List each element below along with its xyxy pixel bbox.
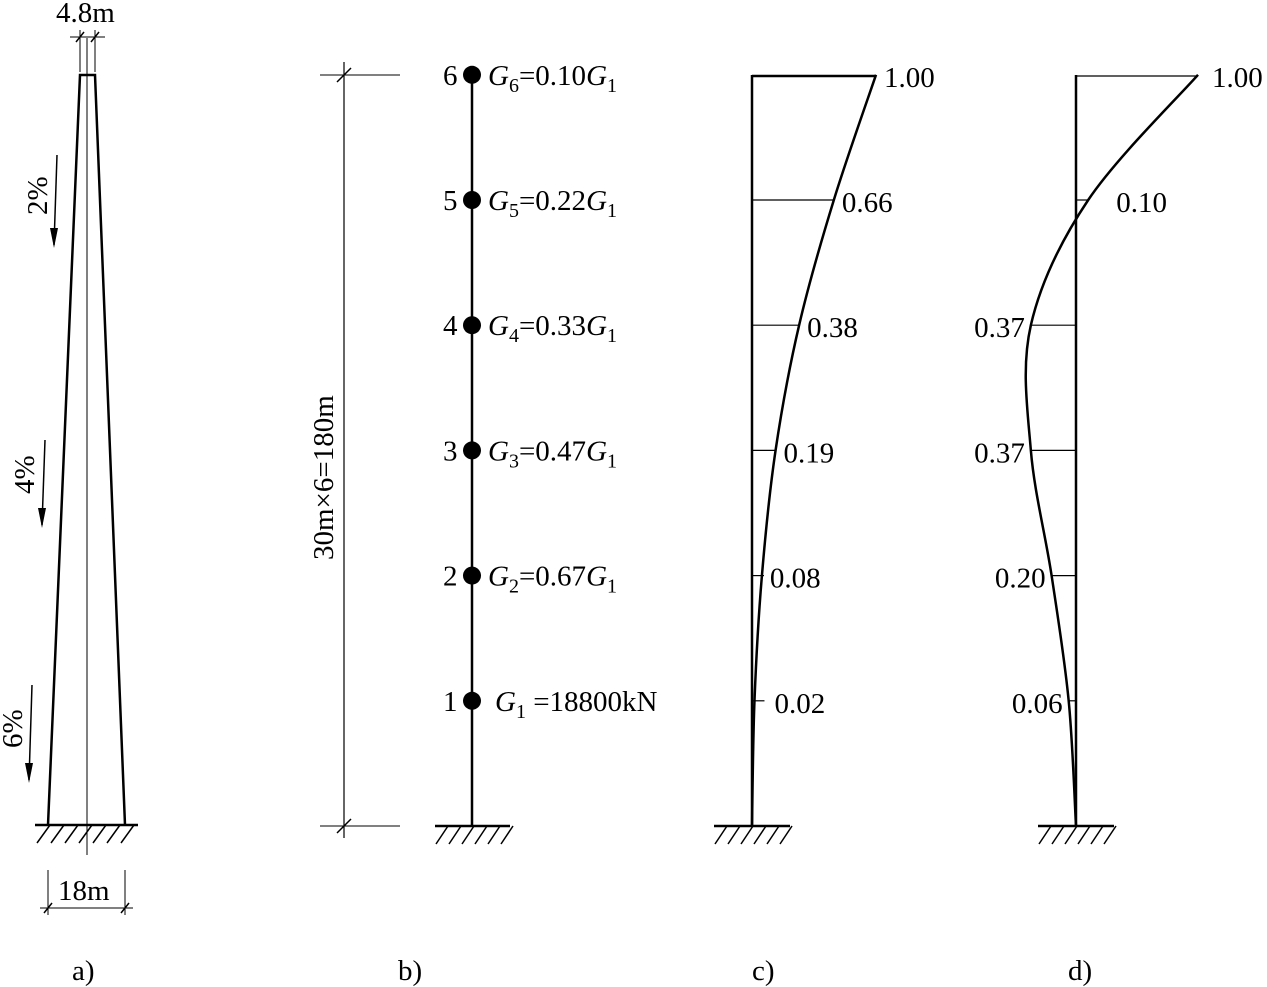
node-weight-label-4: G4=0.33G1 bbox=[488, 310, 617, 347]
panel-b bbox=[320, 62, 514, 845]
mode-d-value-5: 0.10 bbox=[1116, 187, 1167, 219]
ground-hatch-c bbox=[714, 825, 793, 845]
node-weight-label-3: G3=0.47G1 bbox=[488, 435, 617, 472]
mass-node-3 bbox=[463, 441, 481, 460]
mass-nodes: 6 G6=0.10G1 5 G5=0.22G1 4 G4=0.33G1 3 G3=0.47G1… bbox=[443, 60, 658, 723]
node-number-4: 4 bbox=[443, 310, 458, 342]
mode-c-value-5: 0.66 bbox=[842, 187, 893, 219]
node-weight-label-1: G1 =18800kN bbox=[495, 686, 658, 723]
mode-c-value-1: 0.02 bbox=[774, 688, 825, 720]
panel-a bbox=[25, 30, 138, 915]
mode-d-value-1: 0.06 bbox=[1012, 688, 1063, 720]
ground-hatch-b bbox=[435, 825, 514, 845]
mode-curve-d bbox=[1024, 73, 1199, 827]
height-dimension-label: 30m×6=180m bbox=[308, 395, 340, 560]
panel-b-label: b) bbox=[398, 955, 422, 987]
panel-c-label: c) bbox=[752, 955, 775, 987]
node-number-1: 1 bbox=[443, 686, 458, 718]
top-width-label: 4.8m bbox=[56, 0, 115, 29]
panel-a-label: a) bbox=[72, 955, 95, 987]
mode-d-value-2: 0.20 bbox=[995, 563, 1046, 595]
mass-node-6 bbox=[463, 65, 481, 84]
mode-shape-c: 1.00 0.66 0.38 0.19 0.08 0.02 bbox=[750, 62, 935, 827]
node-number-6: 6 bbox=[443, 60, 458, 92]
node-weight-label-6: G6=0.10G1 bbox=[488, 60, 617, 97]
node-weight-label-2: G2=0.67G1 bbox=[488, 561, 617, 598]
mass-node-2 bbox=[463, 566, 481, 585]
mass-node-5 bbox=[463, 191, 481, 209]
mode-d-value-4: 0.37 bbox=[974, 312, 1025, 344]
ground-hatch-d bbox=[1038, 825, 1117, 845]
mode-d-value-6: 1.00 bbox=[1212, 62, 1263, 94]
base-width-label: 18m bbox=[58, 875, 110, 907]
slope-6-label: 6% bbox=[0, 709, 29, 748]
slope-2-label: 2% bbox=[22, 176, 54, 215]
mode-c-value-3: 0.19 bbox=[784, 437, 835, 469]
node-weight-label-5: G5=0.22G1 bbox=[488, 185, 617, 222]
mode-c-value-4: 0.38 bbox=[807, 312, 858, 344]
panel-d-label: d) bbox=[1068, 955, 1092, 987]
ground-hatch-a bbox=[36, 824, 135, 844]
node-number-5: 5 bbox=[443, 185, 458, 217]
mode-shape-d: 1.00 0.10 0.37 0.37 0.20 0.06 bbox=[974, 62, 1263, 827]
node-number-2: 2 bbox=[443, 561, 458, 593]
mass-node-1 bbox=[463, 691, 481, 710]
mode-c-value-2: 0.08 bbox=[770, 563, 821, 595]
mode-d-value-3: 0.37 bbox=[974, 437, 1025, 469]
mode-c-value-6: 1.00 bbox=[884, 62, 935, 94]
slope-4-label: 4% bbox=[9, 455, 41, 494]
node-number-3: 3 bbox=[443, 435, 458, 467]
mass-node-4 bbox=[463, 316, 481, 335]
